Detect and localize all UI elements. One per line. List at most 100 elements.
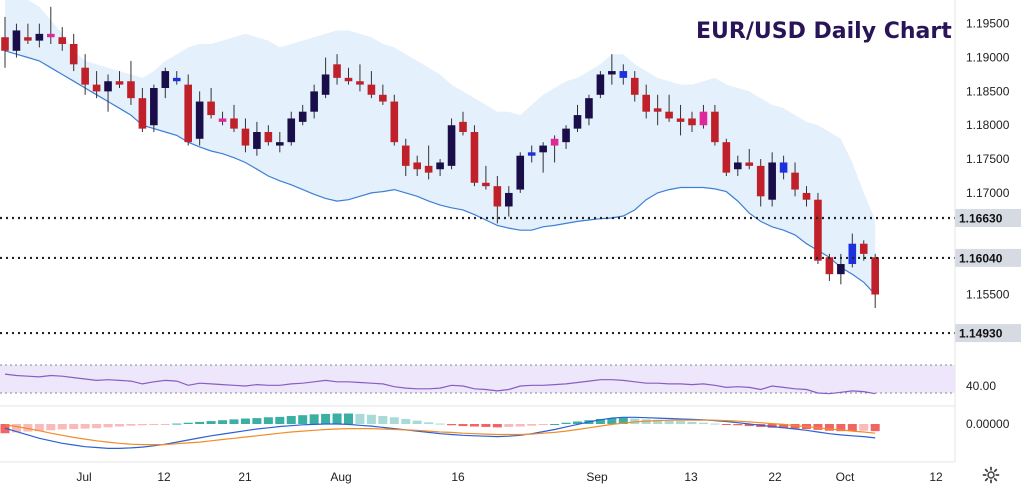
candle (676, 104, 685, 136)
candle-body (367, 84, 376, 95)
candle-body (585, 98, 593, 119)
candle (218, 111, 227, 126)
macd-histogram-bar (744, 424, 754, 427)
macd-histogram-bar (389, 417, 399, 424)
candle (482, 165, 490, 190)
macd-histogram-bar (366, 414, 376, 424)
level-label-text: 1.16630 (959, 211, 1003, 225)
candle-body (802, 192, 811, 200)
candle-body (676, 118, 685, 122)
candle (253, 121, 261, 156)
support-levels: 1.16630 1.16040 1.14930 (0, 208, 1021, 343)
macd-histogram-bar (698, 422, 708, 424)
macd-histogram-bar (469, 424, 479, 427)
candle (550, 135, 559, 163)
macd-histogram-bar (710, 423, 720, 425)
candle (367, 71, 376, 99)
candle (390, 94, 399, 146)
level-label: 1.16040 (955, 248, 1021, 267)
candle-body (493, 186, 502, 207)
candle-body (550, 138, 559, 146)
candle (379, 84, 387, 105)
candle-body (390, 101, 399, 143)
time-tick-label: Jul (76, 470, 91, 484)
time-tick-label: 12 (929, 470, 943, 484)
macd-histogram-bar (630, 418, 640, 424)
macd-histogram-bar (824, 424, 834, 431)
macd-histogram-bar (481, 424, 491, 427)
candle (768, 152, 776, 207)
macd-histogram-bar (80, 424, 90, 429)
candle-body (58, 37, 67, 45)
candle (138, 88, 147, 133)
candle-body (745, 162, 754, 166)
candle-body (837, 264, 845, 275)
candle-body (562, 128, 570, 143)
macd-histogram-bar (492, 424, 502, 428)
macd-line (4, 416, 876, 449)
candle-body (333, 64, 341, 78)
macd-histogram-bar (447, 424, 457, 426)
macd-pane (0, 405, 955, 449)
macd-histogram-bar (767, 424, 777, 428)
price-tick-label: 1.15500 (966, 287, 1010, 301)
candle-body (379, 94, 387, 102)
candle-body (642, 94, 650, 112)
candle (871, 253, 879, 309)
candle-body (711, 111, 719, 143)
candle-body (172, 77, 181, 82)
candle-body (127, 81, 135, 99)
candle (298, 104, 307, 126)
chart-title: EUR/USD Daily Chart (696, 19, 952, 44)
candle-body (161, 71, 170, 89)
macd-histogram-bar (721, 424, 731, 425)
macd-histogram-bar (515, 424, 525, 427)
candle-body (539, 145, 547, 153)
candle-body (195, 101, 204, 139)
candle (241, 118, 250, 153)
candle-body (734, 162, 742, 170)
candle (493, 176, 502, 224)
candle (333, 54, 341, 85)
candle-body (413, 162, 421, 170)
candle-body (230, 118, 238, 129)
level-label: 1.16630 (955, 208, 1021, 227)
candle (539, 142, 547, 173)
candle-body (24, 37, 32, 41)
macd-histogram-bar (218, 420, 228, 424)
candle-body (848, 243, 857, 265)
price-tick-label: 1.17500 (966, 152, 1010, 166)
candle (356, 64, 364, 92)
candle-body (871, 257, 879, 295)
candle-body (573, 115, 582, 129)
macd-signal-line (4, 419, 876, 446)
candle-body (791, 172, 799, 190)
time-tick-label: Sep (586, 470, 608, 484)
candle (207, 88, 215, 119)
candle (642, 84, 650, 119)
time-tick-label: 21 (238, 470, 252, 484)
candle-body (768, 162, 776, 200)
candle (711, 104, 719, 146)
macd-histogram-bar (779, 424, 789, 429)
gear-icon[interactable] (982, 466, 1000, 484)
candle-body (665, 111, 673, 119)
level-label-text: 1.14930 (959, 327, 1003, 341)
candle-body (482, 182, 490, 187)
candle (24, 23, 32, 45)
candle (562, 125, 570, 149)
macd-histogram-bar (676, 421, 686, 424)
candle (436, 159, 444, 177)
macd-histogram-bar (401, 418, 411, 424)
candle-body (356, 81, 364, 85)
candle-body (321, 74, 330, 95)
candle-body (688, 118, 696, 126)
candle (447, 118, 456, 170)
candle (1, 16, 9, 68)
level-label: 1.14930 (955, 324, 1021, 343)
candle-body (12, 30, 21, 51)
candle (35, 23, 44, 48)
time-tick-label: 12 (157, 470, 171, 484)
macd-histogram-bar (229, 419, 239, 424)
time-tick-label: 16 (451, 470, 465, 484)
